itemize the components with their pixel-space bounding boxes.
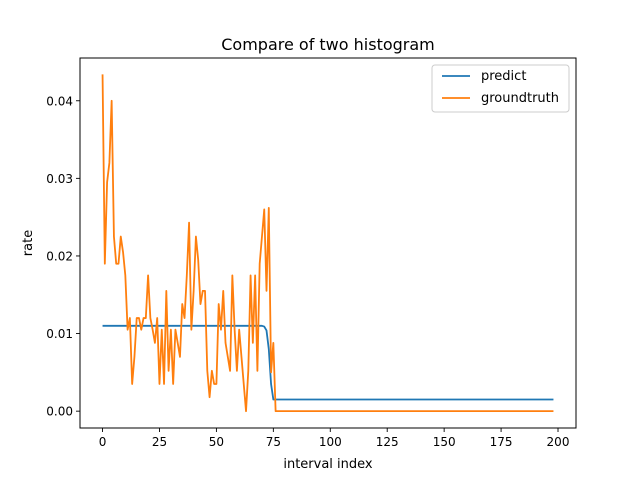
legend-predict-label: predict — [481, 69, 526, 84]
plot-background — [80, 58, 576, 428]
y-tick-label: 0.01 — [46, 327, 73, 341]
x-axis-label: interval index — [283, 457, 373, 472]
legend: predict groundtruth — [431, 64, 570, 113]
x-tick-label: 125 — [376, 435, 399, 449]
x-tick-label: 200 — [547, 435, 570, 449]
legend-groundtruth-label: groundtruth — [481, 91, 559, 106]
plot-area — [80, 58, 576, 428]
x-tick-label: 50 — [209, 435, 224, 449]
x-tick-label: 175 — [490, 435, 513, 449]
y-tick-label: 0.03 — [46, 172, 73, 186]
y-axis-ticks: 0.00 0.01 0.02 0.03 0.04 — [46, 94, 80, 419]
x-axis-ticks: 0 25 50 75 100 125 150 175 200 — [99, 428, 570, 449]
series-line-predict — [102, 324, 554, 401]
series-layer — [101, 74, 554, 413]
x-tick-label: 100 — [319, 435, 342, 449]
y-tick-label: 0.04 — [46, 94, 73, 108]
y-tick-label: 0.00 — [46, 405, 73, 419]
x-tick-label: 25 — [152, 435, 167, 449]
x-tick-label: 0 — [99, 435, 107, 449]
chart-title: Compare of two histogram — [221, 35, 435, 54]
plot-frame — [79, 57, 577, 429]
series-line-groundtruth — [101, 74, 554, 413]
x-tick-label: 150 — [433, 435, 456, 449]
y-tick-label: 0.02 — [46, 249, 73, 263]
y-axis-label: rate — [21, 230, 36, 256]
x-tick-label: 75 — [266, 435, 281, 449]
